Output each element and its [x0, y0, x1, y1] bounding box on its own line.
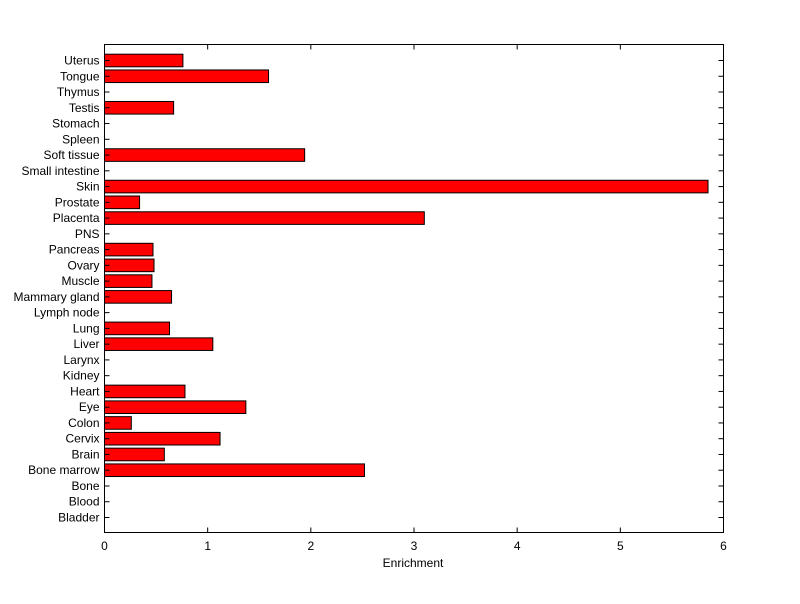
bar-lung — [104, 321, 170, 336]
y-tick-label: Thymus — [57, 85, 100, 99]
y-tick-label: Pancreas — [49, 243, 100, 257]
y-tick-label: Prostate — [55, 195, 100, 209]
y-tick-label: Brain — [71, 447, 99, 461]
bar-ovary — [104, 258, 155, 273]
y-tick-label: Cervix — [65, 432, 99, 446]
ticks-layer — [104, 44, 724, 533]
bar-tongue — [104, 69, 270, 84]
bar-bone-marrow — [104, 463, 365, 478]
y-tick-label: Bone — [71, 479, 99, 493]
bars-layer — [104, 53, 709, 478]
y-tick-label: Stomach — [52, 117, 99, 131]
y-tick-label: Lymph node — [34, 306, 100, 320]
bar-mammary-gland — [104, 290, 173, 304]
bar-skin — [104, 179, 709, 194]
bar-liver — [104, 337, 214, 351]
x-tick-label: 6 — [720, 539, 727, 553]
bar-cervix — [104, 431, 221, 446]
x-tick-label: 1 — [204, 539, 211, 553]
x-tick-label: 2 — [307, 539, 314, 553]
y-tick-label: Eye — [79, 400, 100, 414]
bar-prostate — [104, 195, 141, 210]
y-tick-label: Heart — [70, 384, 100, 398]
x-axis-label: Enrichment — [383, 556, 444, 570]
x-tick-label: 3 — [411, 539, 418, 553]
y-tick-label: Small intestine — [21, 164, 99, 178]
y-tick-label: Mammary gland — [13, 290, 99, 304]
y-tick-label: Soft tissue — [43, 148, 99, 162]
y-tick-label: Lung — [73, 321, 100, 335]
bar-uterus — [104, 53, 184, 68]
y-tick-label: Placenta — [53, 211, 100, 225]
bar-heart — [104, 384, 186, 399]
x-tick-label: 5 — [617, 539, 624, 553]
y-tick-label: Tongue — [60, 69, 100, 83]
y-tick-label: Ovary — [67, 258, 99, 272]
bar-pancreas — [104, 242, 154, 257]
y-tick-label: Blood — [69, 495, 100, 509]
y-tick-label: Spleen — [62, 132, 99, 146]
bar-brain — [104, 447, 165, 462]
x-tick-label: 4 — [514, 539, 521, 553]
y-tick-label: Liver — [73, 337, 99, 351]
y-tick-label: Bladder — [58, 511, 99, 525]
y-tick-label: Kidney — [63, 369, 100, 383]
y-tick-label: Colon — [68, 416, 99, 430]
y-tick-label: PNS — [75, 227, 100, 241]
y-tick-label: Muscle — [61, 274, 99, 288]
y-tick-label: Testis — [69, 101, 100, 115]
y-tick-label: Uterus — [64, 54, 99, 68]
bar-eye — [104, 400, 247, 414]
x-tick-label: 0 — [101, 539, 108, 553]
bar-muscle — [104, 274, 153, 288]
bar-testis — [104, 100, 175, 115]
y-tick-label: Larynx — [63, 353, 99, 367]
y-tick-label: Bone marrow — [28, 463, 100, 477]
plot-frame — [104, 44, 724, 533]
bar-soft-tissue — [104, 148, 306, 162]
bar-placenta — [104, 211, 425, 225]
y-tick-label: Skin — [76, 180, 99, 194]
